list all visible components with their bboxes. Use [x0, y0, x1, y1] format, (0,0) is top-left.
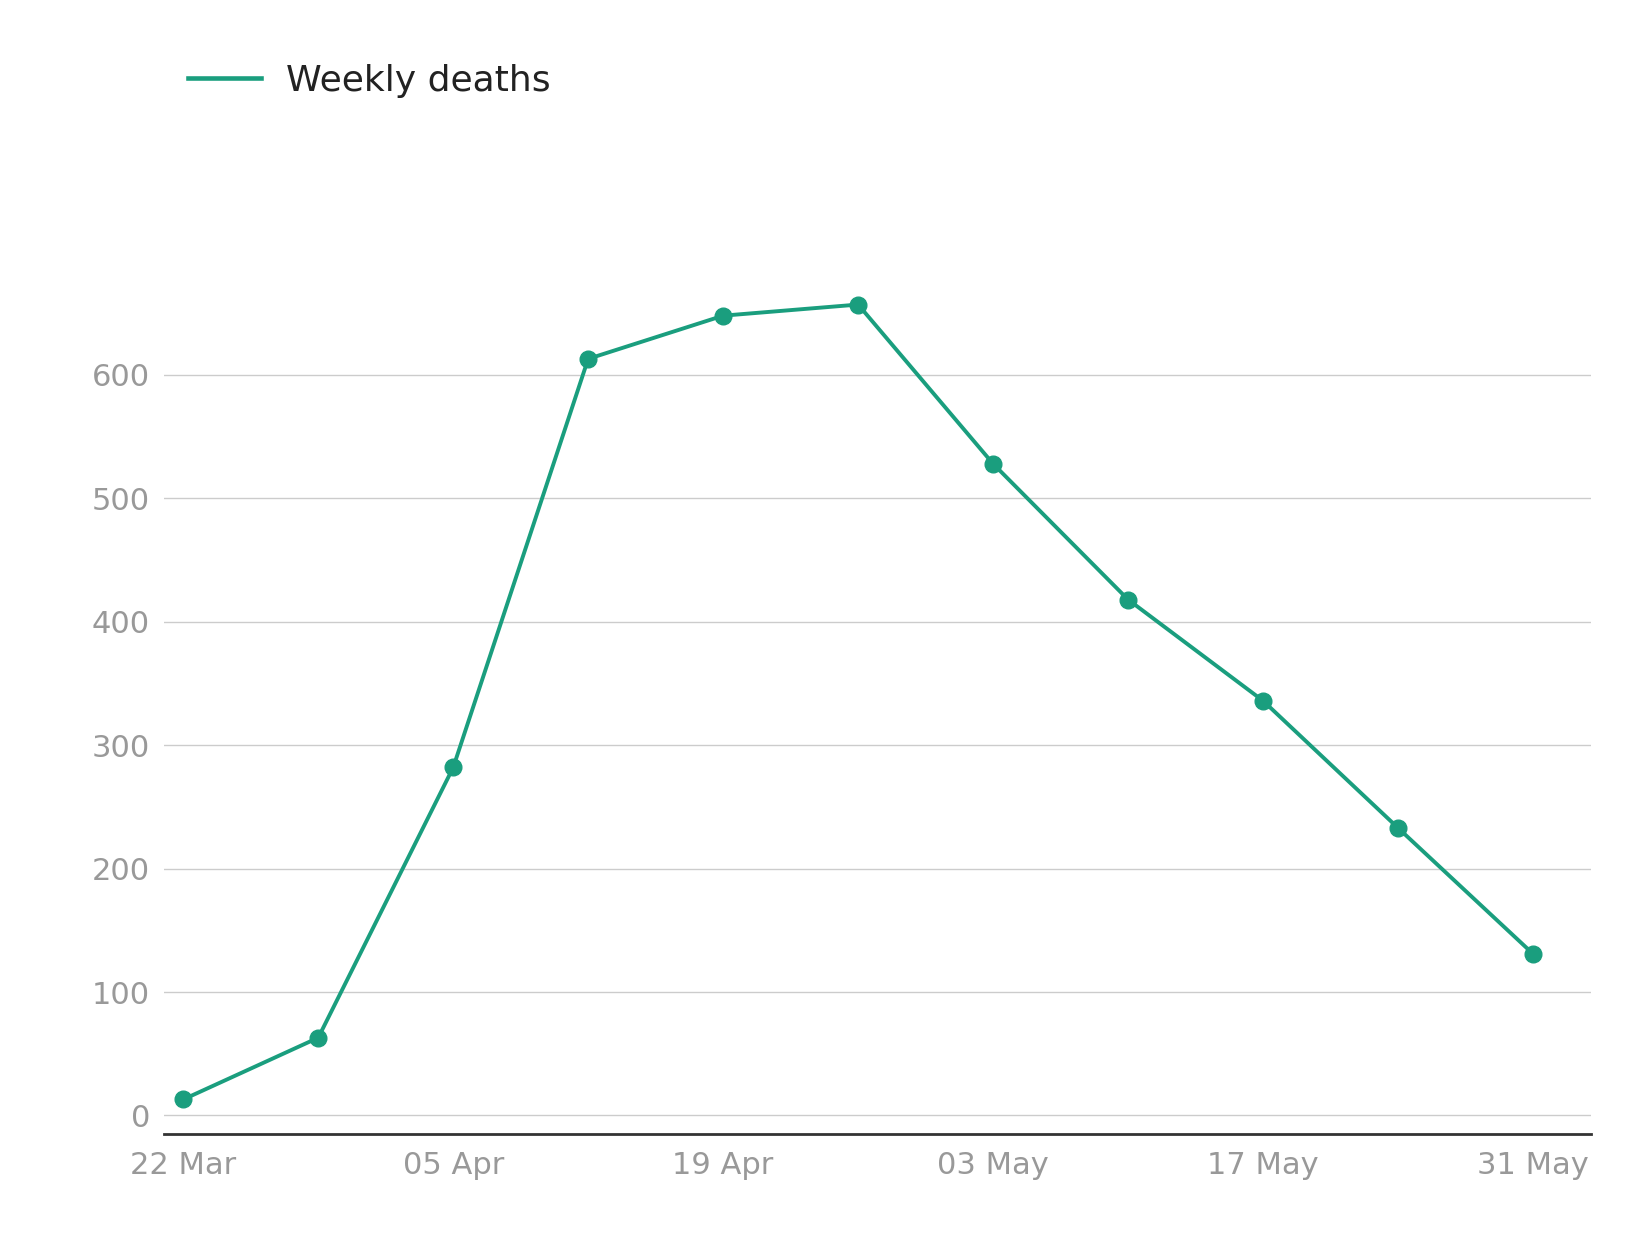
Legend: Weekly deaths: Weekly deaths	[174, 49, 564, 112]
